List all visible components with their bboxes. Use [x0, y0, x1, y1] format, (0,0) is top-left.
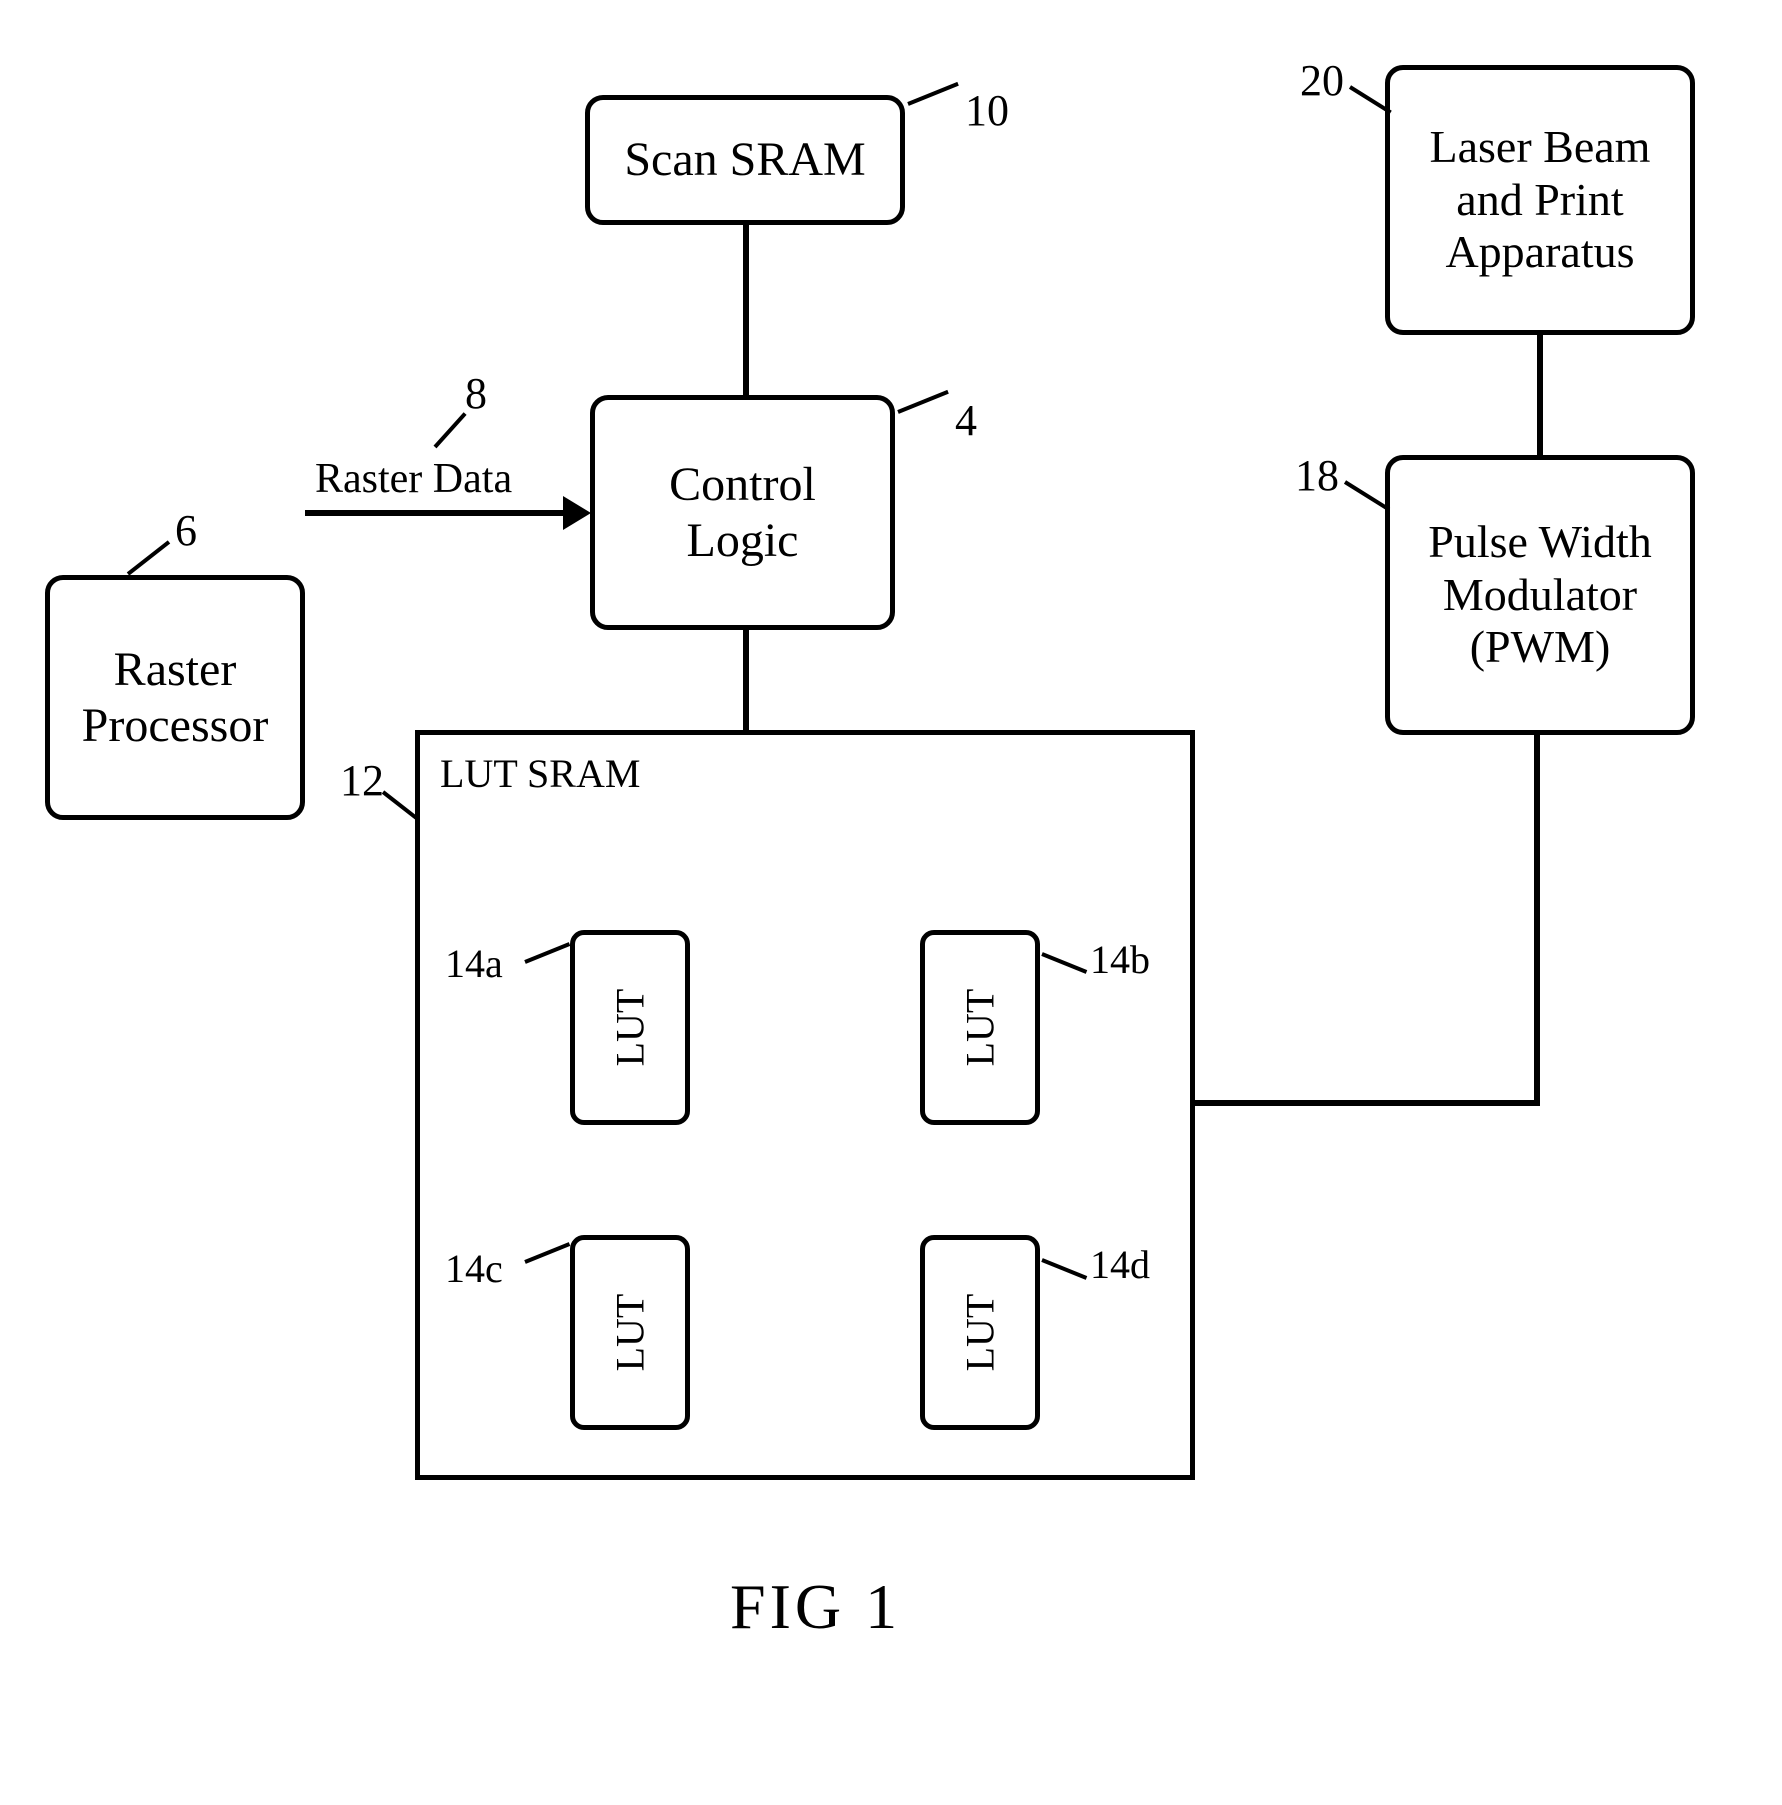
lut-a-block: LUT [570, 930, 690, 1125]
control-logic-ref: 4 [955, 395, 977, 446]
pwm-ref-line [1344, 480, 1390, 511]
lut-a-label: LUT [606, 989, 653, 1067]
figure-caption: FIG 1 [730, 1570, 901, 1644]
control-logic-block: Control Logic [590, 395, 895, 630]
lut-d-block: LUT [920, 1235, 1040, 1430]
scan-sram-ref-line [907, 82, 959, 106]
conn-laser-to-pwm [1537, 335, 1543, 455]
arrow-raster-to-control [563, 496, 591, 530]
laser-print-ref: 20 [1300, 55, 1344, 106]
lut-c-ref: 14c [445, 1245, 503, 1292]
lut-b-ref: 14b [1090, 936, 1150, 983]
lut-d-label: LUT [956, 1294, 1003, 1372]
laser-print-block: Laser Beam and Print Apparatus [1385, 65, 1695, 335]
raster-data-ref: 8 [465, 368, 487, 419]
conn-scan-to-control [743, 225, 749, 395]
scan-sram-block: Scan SRAM [585, 95, 905, 225]
laser-print-label: Laser Beam and Print Apparatus [1430, 121, 1651, 280]
lut-sram-ref-line [382, 790, 418, 819]
lut-b-block: LUT [920, 930, 1040, 1125]
pwm-block: Pulse Width Modulator (PWM) [1385, 455, 1695, 735]
lut-c-block: LUT [570, 1235, 690, 1430]
lut-b-label: LUT [956, 989, 1003, 1067]
raster-data-label: Raster Data [315, 455, 512, 503]
conn-lut-to-pwm-h [1195, 1100, 1540, 1106]
raster-processor-ref: 6 [175, 505, 197, 556]
pwm-label: Pulse Width Modulator (PWM) [1428, 516, 1652, 675]
lut-d-ref: 14d [1090, 1241, 1150, 1288]
lut-c-label: LUT [606, 1294, 653, 1372]
lut-sram-ref: 12 [340, 755, 384, 806]
raster-data-ref-line [434, 412, 467, 448]
raster-processor-label: Raster Processor [82, 642, 269, 752]
control-logic-ref-line [897, 390, 949, 414]
pwm-ref: 18 [1295, 450, 1339, 501]
control-logic-label: Control Logic [669, 457, 816, 567]
scan-sram-label: Scan SRAM [624, 132, 865, 187]
lut-sram-label: LUT SRAM [440, 750, 640, 797]
scan-sram-ref: 10 [965, 85, 1009, 136]
lut-a-ref: 14a [445, 940, 503, 987]
lut-sram-block: LUT SRAM [415, 730, 1195, 1480]
raster-processor-ref-line [127, 540, 170, 575]
conn-raster-to-control-h [305, 510, 563, 516]
conn-lut-to-pwm-v [1534, 735, 1540, 1106]
raster-processor-block: Raster Processor [45, 575, 305, 820]
conn-control-to-lut [743, 630, 749, 730]
